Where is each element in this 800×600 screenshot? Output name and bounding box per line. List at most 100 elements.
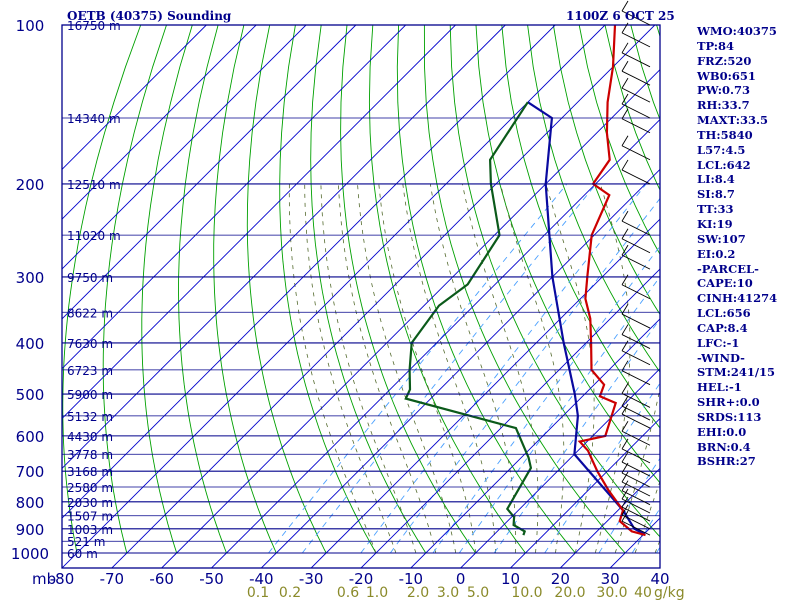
wind-barb-flag xyxy=(621,496,629,508)
pressure-tick-label: 600 xyxy=(16,428,45,446)
wind-barb-flag xyxy=(621,210,629,222)
pressure-tick-label: 500 xyxy=(16,386,45,404)
dry-adiabat xyxy=(396,25,576,554)
x-unit-label: mb xyxy=(32,570,56,588)
wind-barb xyxy=(621,103,651,119)
index-item: SW:107 xyxy=(697,231,746,246)
y-unit-label: g/kg xyxy=(654,585,685,600)
temperature-profile xyxy=(577,25,646,537)
index-item: -WIND- xyxy=(697,350,745,365)
isotherm xyxy=(62,25,357,320)
pressure-tick-label: 400 xyxy=(16,335,45,353)
wind-barb xyxy=(621,87,651,103)
index-item: LFC:-1 xyxy=(697,335,740,350)
index-item: -PARCEL- xyxy=(697,261,759,276)
pressure-tick-label: 1000 xyxy=(11,545,49,563)
wind-barb xyxy=(621,10,651,26)
pressure-tick-label: 100 xyxy=(16,17,45,35)
wind-barb-flag xyxy=(621,108,629,120)
moist-adiabat xyxy=(462,183,539,554)
wind-barb xyxy=(621,70,651,86)
dry-adiabat xyxy=(310,25,427,554)
index-item: CAPE:10 xyxy=(697,276,753,291)
isotherm xyxy=(62,25,207,170)
height-label: 8622 m xyxy=(67,306,113,320)
mixing-ratio-label: 0.1 xyxy=(247,585,269,600)
wind-barb-flag xyxy=(621,324,629,335)
isotherm xyxy=(460,368,660,568)
plot-area xyxy=(62,25,800,568)
mixing-ratio-label: 40 xyxy=(634,585,652,600)
wind-barb xyxy=(621,350,651,366)
index-item: BRN:0.4 xyxy=(697,439,751,454)
wind-barb xyxy=(621,498,651,514)
isotherm xyxy=(62,25,556,519)
dry-adiabat xyxy=(279,25,377,554)
temperature-tick-label: -60 xyxy=(149,570,174,588)
wind-barb xyxy=(621,284,651,300)
index-item: SI:8.7 xyxy=(697,187,735,202)
wind-barb xyxy=(621,118,651,134)
wind-barb-flag xyxy=(621,93,629,105)
index-item: FRZ:520 xyxy=(697,53,752,68)
wind-barb xyxy=(621,472,651,488)
index-item: CINH:41274 xyxy=(697,291,778,306)
wind-barb-flag xyxy=(621,42,629,54)
mixing-ratio-label: 2.0 xyxy=(407,585,429,600)
temperature-tick-label: -50 xyxy=(199,570,224,588)
wind-barb-flag xyxy=(621,471,629,483)
moist-adiabat xyxy=(357,183,457,554)
pressure-tick-label: 800 xyxy=(16,494,45,512)
wind-barb xyxy=(621,405,651,421)
dry-adiabat xyxy=(246,25,327,554)
wind-barb-flag xyxy=(621,438,629,450)
wind-barb xyxy=(621,461,651,477)
wind-barb xyxy=(621,520,651,536)
height-label: 2030 m xyxy=(67,496,113,510)
height-label: 4430 m xyxy=(67,430,113,444)
mixing-ratio-line xyxy=(301,183,597,554)
index-item: EI:0.2 xyxy=(697,246,736,261)
index-item: TT:33 xyxy=(697,202,734,217)
wind-barb xyxy=(621,413,651,429)
wind-barb-flag xyxy=(621,77,629,89)
moist-adiabat xyxy=(320,183,417,554)
isotherm xyxy=(62,25,606,568)
wind-barb-flag xyxy=(621,228,629,239)
wind-barb-flag xyxy=(621,403,629,415)
isotherm xyxy=(161,69,660,568)
dry-adiabat xyxy=(178,25,227,554)
height-label: 16750 m xyxy=(67,19,121,33)
chart-title: OETB (40375) Sounding xyxy=(67,9,232,23)
wind-barb-flag xyxy=(621,340,629,351)
index-item: STM:241/15 xyxy=(697,365,776,380)
height-label: 9750 m xyxy=(67,271,113,285)
index-item: TH:5840 xyxy=(697,127,753,142)
mixing-ratio-line xyxy=(268,183,568,554)
temperature-tick-label: -70 xyxy=(100,570,125,588)
pressure-tick-label: 200 xyxy=(16,176,45,194)
isotherm xyxy=(62,25,456,420)
wind-barb xyxy=(621,254,651,270)
height-label: 1507 m xyxy=(67,510,113,524)
height-label: 3778 m xyxy=(67,448,113,462)
temperature-tick-label: 0 xyxy=(456,570,466,588)
wind-barb xyxy=(621,238,651,254)
wind-barb xyxy=(621,481,651,497)
temperature-tick-label: 10 xyxy=(501,570,520,588)
dry-adiabat xyxy=(213,25,277,554)
isotherm xyxy=(410,318,660,568)
dry-adiabat xyxy=(141,25,193,554)
index-item: KI:19 xyxy=(697,216,733,231)
dry-adiabat xyxy=(786,25,800,553)
height-label: 5900 m xyxy=(67,388,113,402)
wind-barb-flag xyxy=(621,383,629,394)
height-label: 60 m xyxy=(67,547,98,561)
height-label: 14340 m xyxy=(67,112,121,126)
height-label: 5132 m xyxy=(67,410,113,424)
index-item: WMO:40375 xyxy=(697,24,777,38)
dry-adiabat xyxy=(368,25,526,554)
height-label: 11020 m xyxy=(67,229,121,243)
wind-barb-flag xyxy=(621,420,629,432)
height-label: 521 m xyxy=(67,535,105,549)
